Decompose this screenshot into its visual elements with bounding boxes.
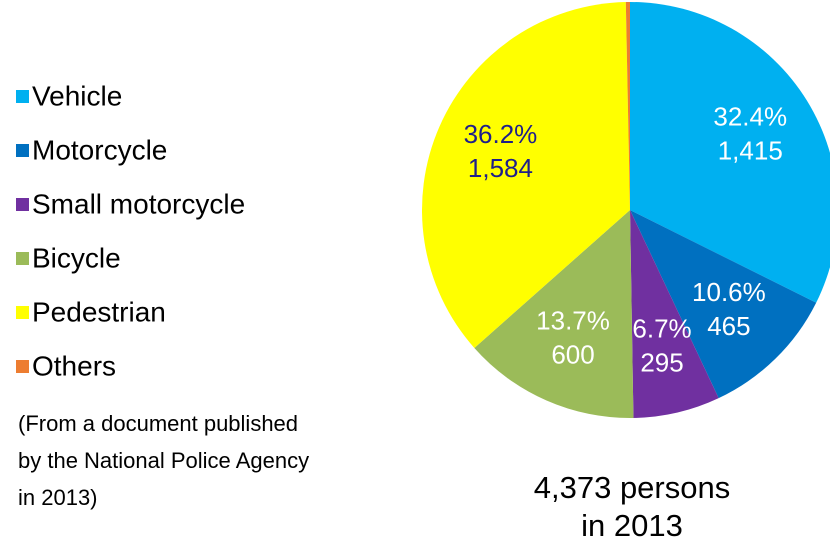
legend-swatch (16, 360, 29, 373)
legend-label: Bicycle (32, 242, 121, 273)
legend-label: Motorcycle (32, 134, 167, 165)
percent-label: 32.4% (713, 101, 787, 131)
percent-label: 10.6% (692, 277, 766, 307)
note: in 2013) (18, 485, 98, 510)
value-label: 465 (707, 311, 750, 341)
legend-swatch (16, 90, 29, 103)
pie-slice (625, 2, 630, 210)
pie-slice (630, 2, 830, 303)
legend-swatch (16, 306, 29, 319)
value-label: 600 (551, 339, 594, 369)
legend-swatch (16, 252, 29, 265)
value-label: 295 (640, 348, 683, 378)
pie-slice (630, 210, 817, 399)
note: by the National Police Agency (18, 448, 309, 473)
legend-label: Others (32, 350, 116, 381)
legend-label: Small motorcycle (32, 188, 245, 219)
value-label: 1,584 (468, 153, 533, 183)
caption: 4,373 persons (534, 470, 730, 505)
legend-swatch (16, 144, 29, 157)
note: (From a document published (18, 411, 298, 436)
caption: in 2013 (581, 508, 683, 543)
pie-slice (474, 210, 634, 418)
percent-label: 13.7% (536, 305, 610, 335)
pie-slice (422, 2, 630, 348)
legend-label: Vehicle (32, 80, 122, 111)
percent-label: 6.7% (632, 314, 691, 344)
legend-label: Pedestrian (32, 296, 166, 327)
percent-label: 36.2% (464, 119, 538, 149)
legend-swatch (16, 198, 29, 211)
pie-slice (630, 210, 719, 418)
value-label: 1,415 (718, 135, 783, 165)
